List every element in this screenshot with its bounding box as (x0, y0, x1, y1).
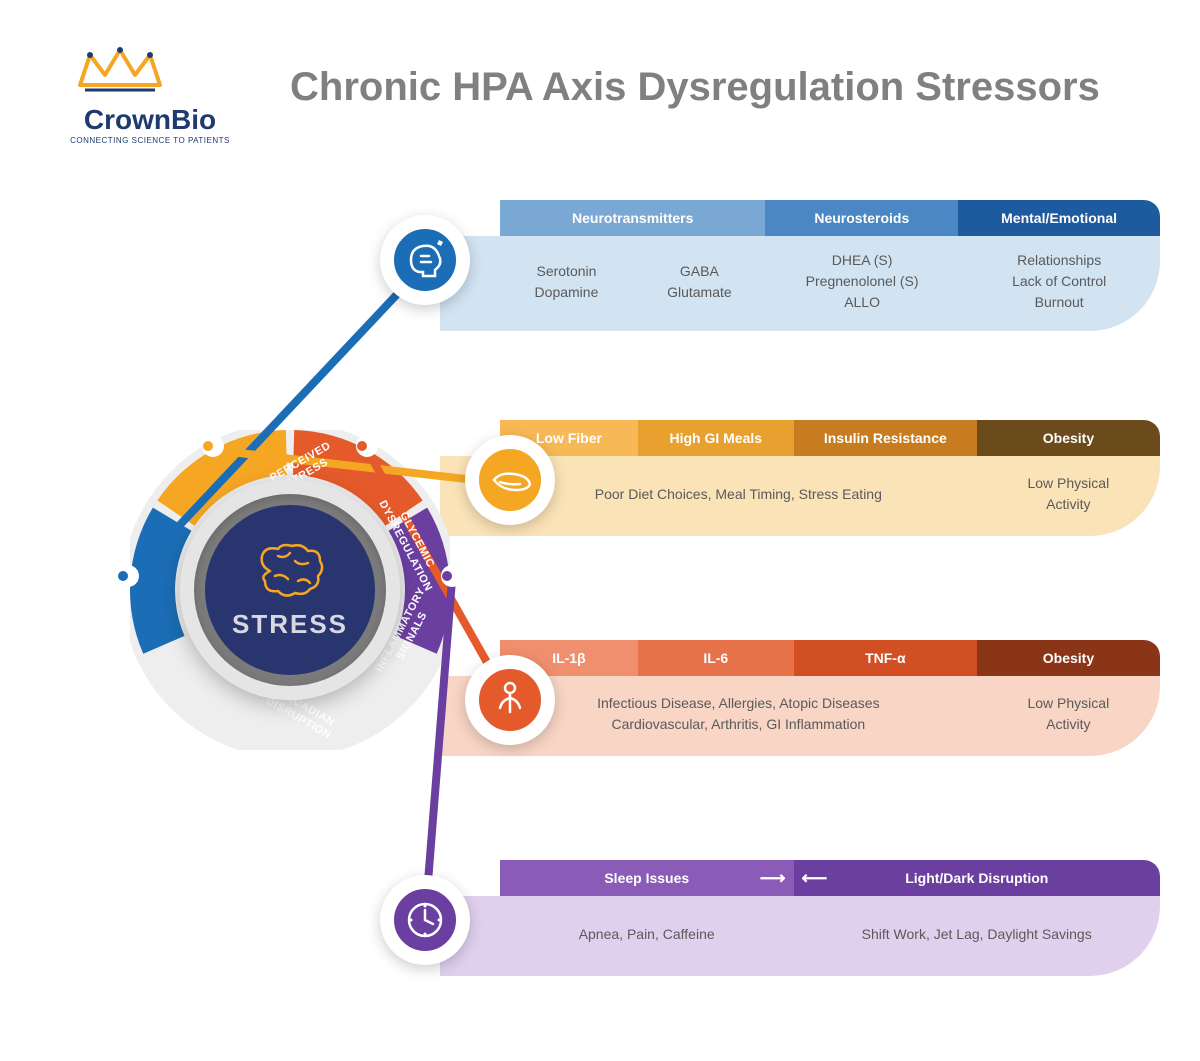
crown-icon (70, 40, 170, 95)
connector-dot-perceived (117, 565, 139, 587)
brand-name: CrownBio (70, 104, 230, 136)
panel-header-circadian: Sleep Issues ⟶⟵ Light/Dark Disruption (500, 860, 1160, 896)
panel-body-perceived: SerotoninDopamineGABAGlutamateDHEA (S)Pr… (440, 236, 1160, 331)
connector-dot-circadian (441, 565, 463, 587)
category-icon-perceived (380, 215, 470, 305)
panel-body-circadian: Apnea, Pain, CaffeineShift Work, Jet Lag… (440, 896, 1160, 976)
header-segment: Insulin Resistance (794, 420, 977, 456)
panel-header-inflammatory: IL-1βIL-6TNF-αObesity (500, 640, 1160, 676)
header-segment: Sleep Issues ⟶ (500, 860, 794, 896)
stress-hub: STRESS (180, 480, 400, 700)
body-cell: Low PhysicalActivity (977, 470, 1160, 518)
category-icon-inflammatory (465, 655, 555, 745)
body-cell: Low PhysicalActivity (977, 690, 1160, 738)
page-title: Chronic HPA Axis Dysregulation Stressors (290, 65, 1100, 110)
body-cell: SerotoninDopamine (500, 250, 633, 313)
panel-circadian: Sleep Issues ⟶⟵ Light/Dark DisruptionApn… (440, 860, 1160, 976)
header-segment: Neurotransmitters (500, 200, 765, 236)
brand-tagline: CONNECTING SCIENCE TO PATIENTS (70, 136, 230, 145)
connector-dot-inflammatory (356, 435, 378, 457)
header-segment: IL-6 (638, 640, 794, 676)
body-cell: Apnea, Pain, Caffeine (500, 910, 793, 958)
stress-hub-inner: STRESS (205, 505, 375, 675)
header-segment: Mental/Emotional (958, 200, 1160, 236)
body-cell: GABAGlutamate (633, 250, 766, 313)
panel-perceived: NeurotransmittersNeurosteroidsMental/Emo… (440, 200, 1160, 331)
header-segment: Obesity (977, 640, 1160, 676)
header-segment: Obesity (977, 420, 1160, 456)
brain-icon (250, 541, 330, 601)
category-icon-circadian (380, 875, 470, 965)
category-icon-glycemic (465, 435, 555, 525)
body-cell: Shift Work, Jet Lag, Daylight Savings (793, 910, 1160, 958)
panel-header-perceived: NeurotransmittersNeurosteroidsMental/Emo… (500, 200, 1160, 236)
body-cell: DHEA (S)Pregnenolonel (S)ALLO (766, 250, 959, 313)
body-cell: Poor Diet Choices, Meal Timing, Stress E… (500, 470, 977, 518)
header-segment: High GI Meals (638, 420, 794, 456)
body-cell: Infectious Disease, Allergies, Atopic Di… (500, 690, 977, 738)
body-cell: RelationshipsLack of ControlBurnout (958, 250, 1160, 313)
panel-header-glycemic: Low FiberHigh GI MealsInsulin Resistance… (500, 420, 1160, 456)
header-segment: ⟵ Light/Dark Disruption (794, 860, 1160, 896)
header-segment: Neurosteroids (765, 200, 958, 236)
header-segment: TNF-α (794, 640, 977, 676)
brand-logo: CrownBio CONNECTING SCIENCE TO PATIENTS (70, 40, 230, 145)
hub-label: STRESS (232, 609, 348, 640)
